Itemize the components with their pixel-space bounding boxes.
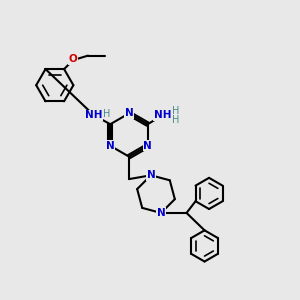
Text: O: O [69,55,77,64]
Text: N: N [157,208,165,218]
Text: H: H [103,109,110,119]
Text: H: H [172,106,179,116]
Text: N: N [147,170,155,180]
Text: NH: NH [85,110,103,120]
Text: N: N [106,141,115,151]
Text: N: N [143,141,152,151]
Text: N: N [124,108,134,118]
Text: NH: NH [154,110,172,120]
Text: H: H [172,115,179,125]
